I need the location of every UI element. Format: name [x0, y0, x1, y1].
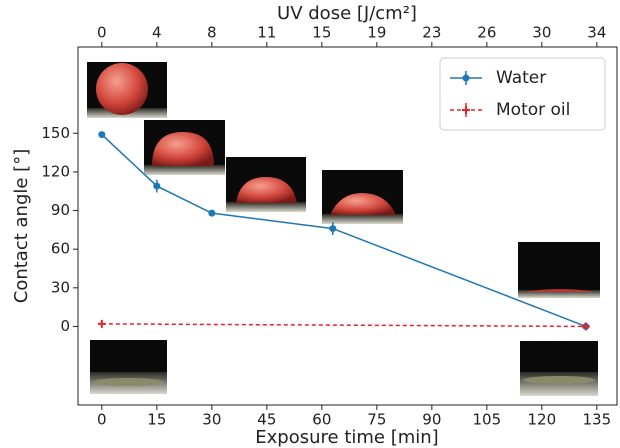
plot-frame	[77, 46, 618, 406]
y-tick-label: 90	[51, 201, 70, 219]
x2-tick-label: 11	[257, 24, 276, 42]
photo-5	[518, 242, 600, 298]
legend-label: Water	[496, 68, 546, 88]
x-tick-label: 75	[367, 411, 386, 429]
y-tick-label: 30	[51, 278, 70, 296]
marker	[462, 74, 470, 82]
marker	[329, 225, 337, 233]
photo-3	[226, 157, 306, 212]
x-tick-label: 60	[312, 411, 331, 429]
y-axis-label: Contact angle [°]	[11, 149, 32, 303]
x2-tick-label: 19	[367, 24, 386, 42]
photo-1	[87, 62, 167, 118]
y-tick-label: 150	[41, 124, 70, 142]
x2-tick-label: 30	[532, 24, 551, 42]
legend-frame	[439, 57, 606, 131]
x2-tick-label: 0	[97, 24, 107, 42]
marker	[462, 106, 470, 114]
series-line	[101, 323, 586, 328]
x-axis-label: Exposure time [min]	[255, 427, 438, 448]
x-tick-label: 120	[528, 411, 557, 429]
photo-6	[90, 340, 167, 394]
marker	[97, 319, 106, 328]
x-tick-label: 135	[583, 411, 612, 429]
x2-tick-label: 23	[422, 24, 441, 42]
x2-tick-label: 26	[477, 24, 496, 42]
x2-tick-label: 4	[152, 24, 162, 42]
x2-tick-label: 15	[312, 24, 331, 42]
legend: Water Motor oil	[439, 57, 606, 131]
x2-axis-label: UV dose [J/cm²]	[277, 3, 417, 24]
y-tick-label: 60	[51, 240, 70, 258]
photo-2	[144, 120, 225, 175]
y-tick-label: 120	[41, 162, 70, 180]
marker	[208, 209, 216, 217]
marker	[98, 131, 106, 139]
x-tick-label: 0	[97, 411, 107, 429]
x-tick-label: 90	[422, 411, 441, 429]
x-tick-label: 105	[473, 411, 502, 429]
marker	[153, 182, 161, 190]
y-tick-label: 0	[60, 317, 70, 335]
photo-4	[322, 170, 403, 224]
legend-label: Motor oil	[496, 100, 570, 120]
x2-tick-label: 8	[207, 24, 217, 42]
marker	[581, 322, 590, 331]
x-tick-label: 45	[257, 411, 276, 429]
photo-7	[520, 341, 598, 396]
x2-tick-label: 34	[587, 24, 606, 42]
x-tick-label: 30	[202, 411, 221, 429]
x-tick-label: 15	[147, 411, 166, 429]
